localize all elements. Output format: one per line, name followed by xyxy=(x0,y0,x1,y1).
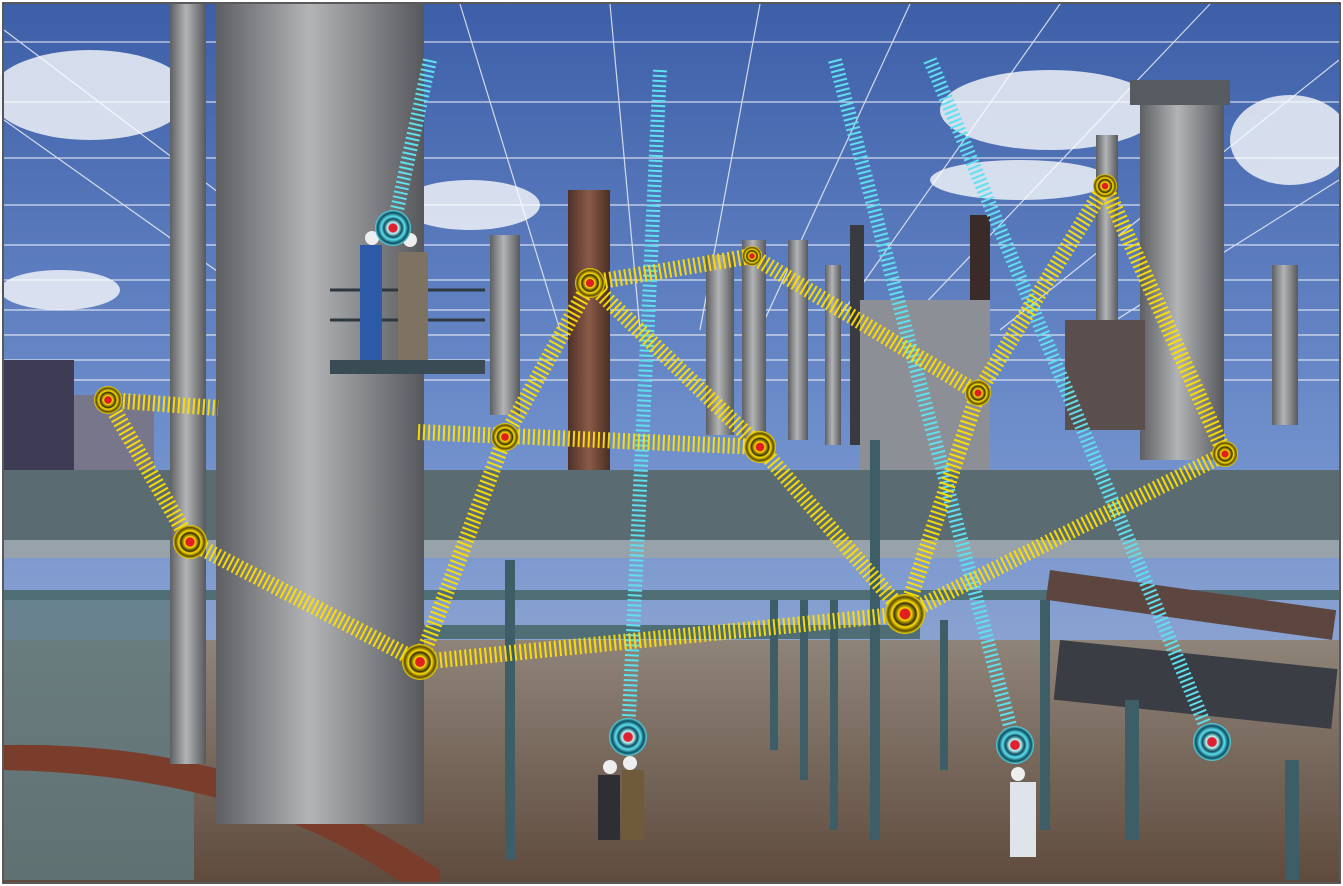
blue-nodes xyxy=(375,210,1231,764)
yellow-nodes xyxy=(94,174,1238,680)
yellow-mesh xyxy=(101,181,1233,670)
blue-links xyxy=(386,57,1219,747)
people xyxy=(360,231,1036,857)
main-column xyxy=(170,4,485,824)
